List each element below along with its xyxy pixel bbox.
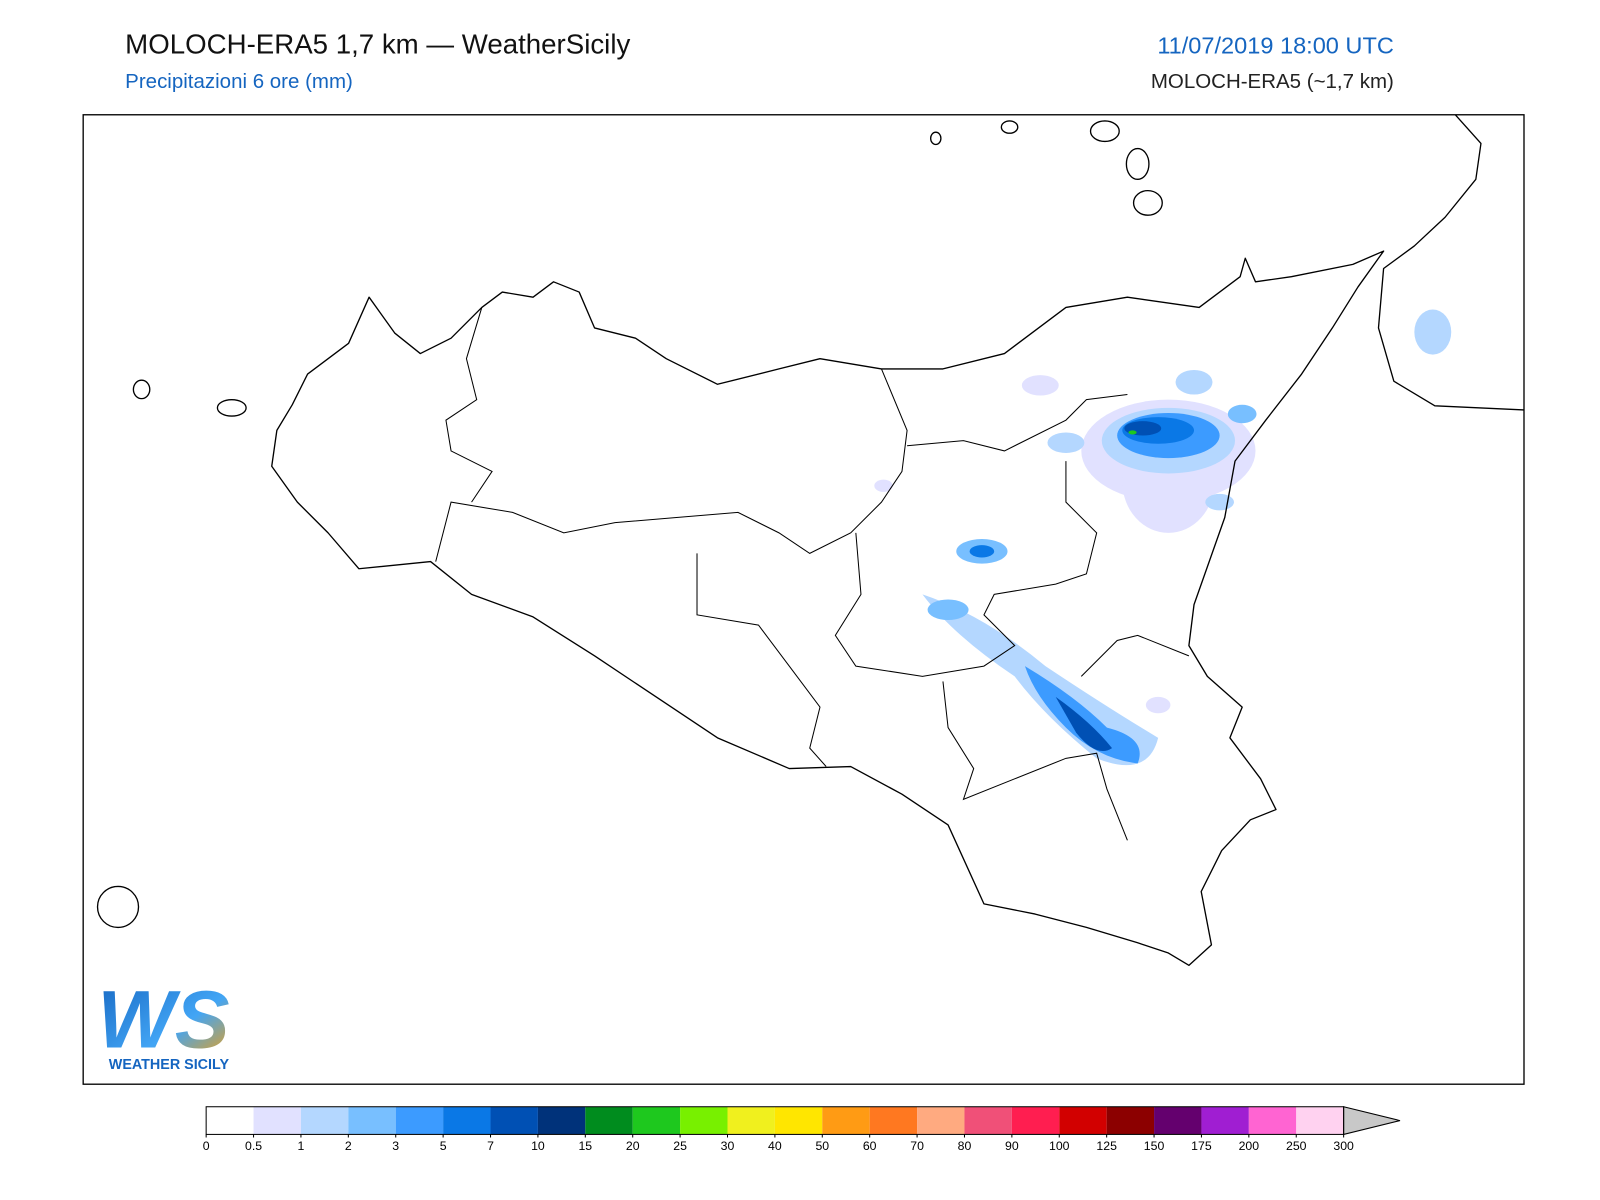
colorbar-tick-label: 20	[626, 1139, 640, 1153]
calabria-coast	[1377, 114, 1525, 411]
colorbar-tick-label: 250	[1286, 1139, 1307, 1153]
colorbar: 0 0.5 1 2 3 5 7 10 15 20 25 30 40 50 60 70 80 90 100 125 150…	[203, 1106, 1401, 1153]
colorbar-tick-label: 150	[1144, 1139, 1165, 1153]
colorbar-tick-label: 3	[392, 1139, 399, 1153]
logo-text: WEATHER SICILY	[109, 1057, 230, 1073]
colorbar-tick-label: 0.5	[245, 1139, 262, 1153]
colorbar-tick-label: 90	[1005, 1139, 1019, 1153]
colorbar-bin	[300, 1106, 349, 1135]
islands	[96, 120, 1163, 929]
colorbar-bin	[1201, 1106, 1249, 1135]
colorbar-bin	[395, 1106, 444, 1135]
colorbar-bin	[443, 1106, 491, 1135]
colorbar-bin	[869, 1106, 918, 1135]
datetime: 11/07/2019 18:00 UTC	[1157, 32, 1394, 58]
colorbar-tick-label: 40	[768, 1139, 782, 1153]
colorbar-bin	[537, 1106, 586, 1135]
colorbar-bin	[917, 1106, 965, 1135]
colorbar-tick-label: 60	[863, 1139, 877, 1153]
model: MOLOCH-ERA5 (~1,7 km)	[1151, 70, 1394, 93]
colorbar-tick-label: 2	[345, 1139, 352, 1153]
colorbar-tick-label: 80	[958, 1139, 972, 1153]
colorbar-tick-label: 25	[673, 1139, 687, 1153]
colorbar-bin	[348, 1106, 396, 1135]
colorbar-bin	[1059, 1106, 1107, 1135]
colorbar-tick-label: 200	[1239, 1139, 1260, 1153]
province-borders	[435, 307, 1190, 841]
colorbar-tick-label: 15	[578, 1139, 592, 1153]
colorbar-tick-label: 0	[203, 1139, 210, 1153]
colorbar-bin	[774, 1106, 823, 1135]
colorbar-tick-label: 10	[531, 1139, 545, 1153]
colorbar-tick-label: 175	[1191, 1139, 1212, 1153]
colorbar-bin	[490, 1106, 538, 1135]
colorbar-bin	[585, 1106, 633, 1135]
sicily-coast	[271, 250, 1385, 966]
colorbar-bin	[727, 1106, 775, 1135]
colorbar-bin	[964, 1106, 1012, 1135]
logo-letters: WS	[98, 974, 230, 1065]
colorbar-bin	[822, 1106, 870, 1135]
map-frame	[82, 114, 1525, 1085]
colorbar-tick-label: 300	[1333, 1139, 1354, 1153]
colorbar-bin	[206, 1106, 254, 1135]
colorbar-bin	[1011, 1106, 1060, 1135]
colorbar-bin	[1296, 1106, 1344, 1135]
colorbar-tick-label: 70	[910, 1139, 924, 1153]
precipitation	[874, 309, 1452, 766]
colorbar-tick-label: 30	[721, 1139, 735, 1153]
colorbar-extend	[1343, 1106, 1401, 1136]
title: MOLOCH-ERA5 1,7 km — WeatherSicily	[125, 28, 630, 59]
colorbar-tick-label: 125	[1096, 1139, 1117, 1153]
colorbar-tick-label: 5	[440, 1139, 447, 1153]
subtitle: Precipitazioni 6 ore (mm)	[125, 70, 353, 93]
colorbar-tick-label: 100	[1049, 1139, 1070, 1153]
colorbar-bin	[1106, 1106, 1155, 1135]
colorbar-bin	[1154, 1106, 1202, 1135]
colorbar-tick-label: 1	[298, 1139, 305, 1153]
colorbar-bin	[253, 1106, 301, 1135]
colorbar-tick-label: 7	[487, 1139, 494, 1153]
colorbar-bin	[680, 1106, 728, 1135]
logo: WS WEATHER SICILY	[98, 974, 230, 1073]
colorbar-bin	[1248, 1106, 1297, 1135]
colorbar-bin	[632, 1106, 681, 1135]
map	[82, 114, 1525, 1085]
colorbar-tick-label: 50	[815, 1139, 829, 1153]
